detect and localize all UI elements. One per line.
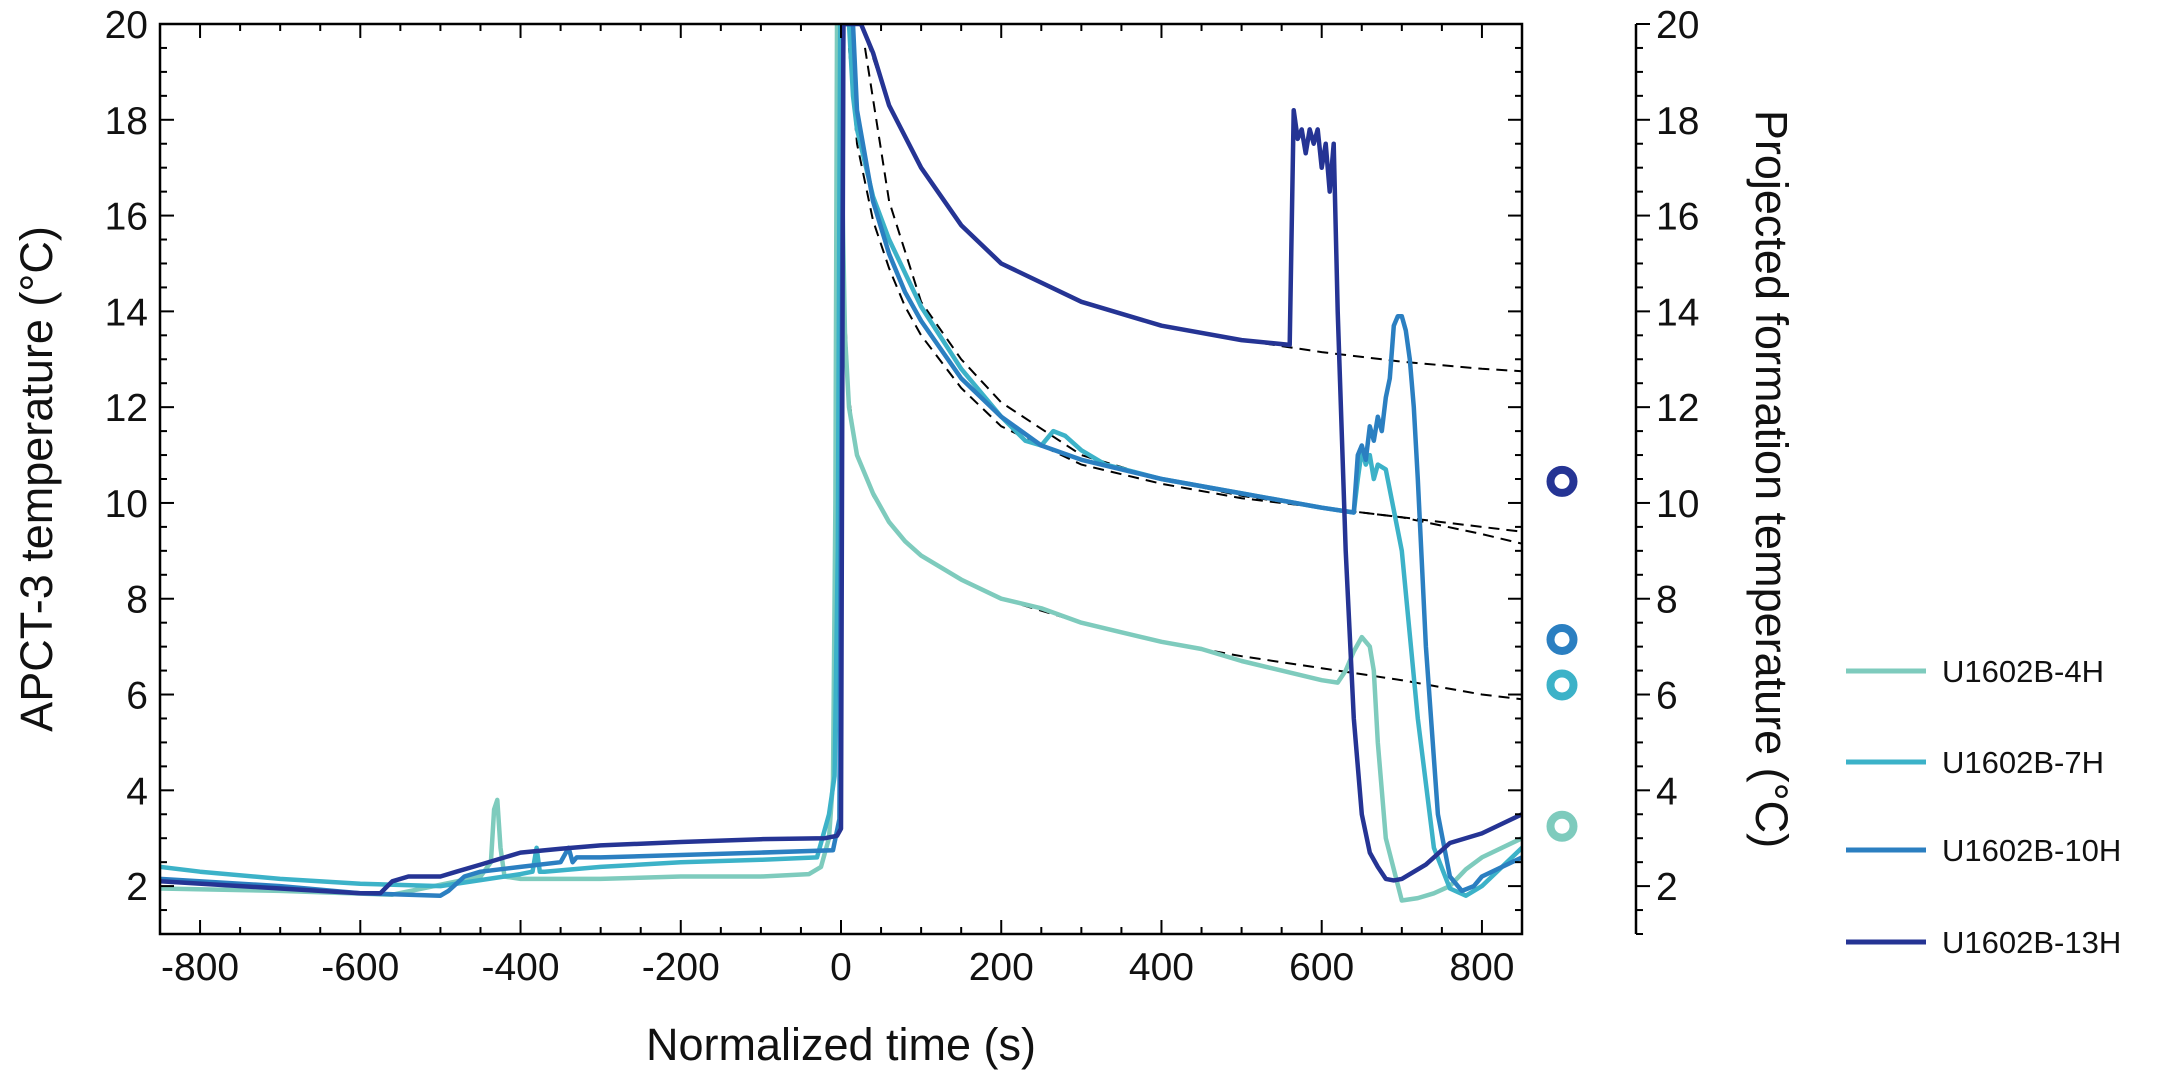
- legend-item-u1602b-10h: U1602B-10H: [1846, 833, 2121, 868]
- y2-tick-label: 20: [1656, 4, 1699, 47]
- fitted-curve-2: [848, 47, 1522, 545]
- projected-marker-u1602b-4h: [1546, 810, 1578, 842]
- legend-item-u1602b-4h: U1602B-4H: [1846, 654, 2104, 689]
- x-tick-label: -600: [321, 946, 399, 989]
- y-tick-label: 8: [126, 579, 148, 622]
- y-tick-label: 18: [105, 100, 148, 143]
- x-tick-label: -400: [481, 946, 559, 989]
- projected-temperature-markers: [1546, 465, 1578, 842]
- legend-label: U1602B-10H: [1942, 833, 2121, 868]
- y2-tick-label: 2: [1656, 866, 1678, 909]
- legend-label: U1602B-13H: [1942, 925, 2121, 960]
- projected-marker-u1602b-10h: [1546, 623, 1578, 655]
- series-line-u1602b-7h: [160, 24, 1522, 898]
- data-series: [160, 24, 1522, 903]
- y-tick-label: 4: [126, 770, 148, 813]
- y-tick-label: 20: [105, 4, 148, 47]
- y2-tick-label: 6: [1656, 675, 1678, 718]
- y2-tick-label: 18: [1656, 100, 1699, 143]
- projected-marker-u1602b-7h: [1546, 669, 1578, 701]
- x-tick-label: -200: [642, 946, 720, 989]
- y-axis-ticks: 2 4 6 8 10 12 14 16 18 20: [105, 4, 1522, 935]
- y2-tick-label: 4: [1656, 770, 1678, 813]
- y-axis-label: APCT-3 temperature (°C): [11, 226, 62, 732]
- x-tick-label: -800: [161, 946, 239, 989]
- y-tick-label: 12: [105, 387, 148, 430]
- x-tick-label: 200: [969, 946, 1034, 989]
- y2-axis-label: Projected formation temperature (°C): [1746, 110, 1797, 848]
- y2-tick-label: 10: [1656, 483, 1699, 526]
- y-tick-label: 16: [105, 196, 148, 239]
- y-tick-label: 14: [105, 291, 148, 334]
- y2-tick-label: 12: [1656, 387, 1699, 430]
- legend: U1602B-4H U1602B-7H U1602B-10H U1602B-13H: [1846, 654, 2121, 960]
- secondary-y-axis: 2 4 6 8 10 12 14 16 18 20: [1634, 4, 1699, 935]
- y-tick-label: 2: [126, 866, 148, 909]
- legend-label: U1602B-7H: [1942, 745, 2104, 780]
- x-axis-label: Normalized time (s): [646, 1019, 1036, 1070]
- y2-tick-label: 16: [1656, 196, 1699, 239]
- series-line-u1602b-4h: [160, 24, 1522, 903]
- x-tick-label: 400: [1129, 946, 1194, 989]
- x-axis-ticks: -800 -600 -400 -200 0 200 400 600 800: [159, 24, 1523, 989]
- legend-label: U1602B-4H: [1942, 654, 2104, 689]
- y-tick-label: 6: [126, 675, 148, 718]
- x-tick-label: 800: [1449, 946, 1514, 989]
- x-tick-label: 0: [830, 946, 852, 989]
- legend-item-u1602b-13h: U1602B-13H: [1846, 925, 2121, 960]
- projected-marker-u1602b-13h: [1546, 465, 1578, 497]
- x-tick-label: 600: [1289, 946, 1354, 989]
- y2-tick-label: 14: [1656, 291, 1699, 334]
- legend-item-u1602b-7h: U1602B-7H: [1846, 745, 2104, 780]
- y-tick-label: 10: [105, 483, 148, 526]
- series-line-u1602b-13h: [160, 24, 1522, 896]
- y2-tick-label: 8: [1656, 579, 1678, 622]
